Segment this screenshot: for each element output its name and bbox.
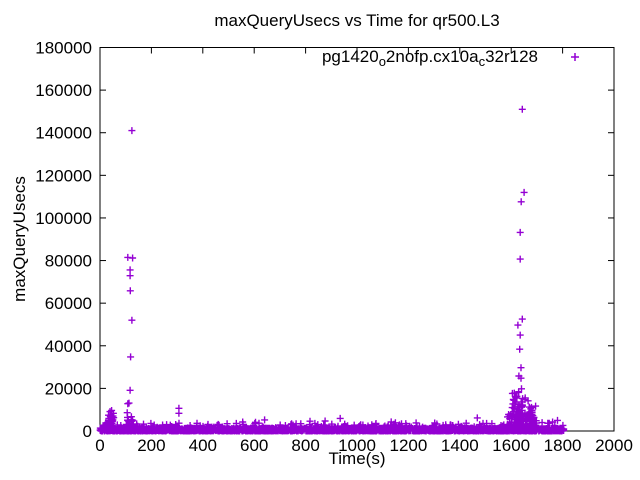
- x-tick-label: 1800: [544, 436, 582, 455]
- y-tick-label: 140000: [35, 124, 92, 143]
- y-tick-label: 40000: [45, 337, 92, 356]
- plot-border: [99, 47, 615, 432]
- x-tick-label: 1400: [441, 436, 479, 455]
- x-axis-label: Time(s): [329, 449, 386, 468]
- y-tick-label: 120000: [35, 166, 92, 185]
- scatter-points: [96, 105, 568, 435]
- y-tick-label: 100000: [35, 209, 92, 228]
- legend-label: pg1420o2nofp.cx10ac32r128: [322, 47, 538, 69]
- y-tick-label: 180000: [35, 39, 92, 58]
- y-tick-labels: 0 20000 40000 60000 80000 100000 120000 140000 1…: [35, 39, 92, 442]
- x-tick-label: 200: [137, 436, 165, 455]
- x-tick-label: 1600: [492, 436, 530, 455]
- x-tick-label: 2000: [595, 436, 633, 455]
- x-tick-label: 0: [95, 436, 104, 455]
- legend-marker-icon: [571, 53, 579, 61]
- x-tick-label: 600: [240, 436, 268, 455]
- x-tick-labels: 0 200 400 600 800 1000 1200 1400 1600 1800 2000: [95, 436, 633, 455]
- axis-ticks: [99, 47, 615, 432]
- x-tick-label: 1000: [338, 436, 376, 455]
- y-tick-label: 0: [83, 422, 92, 441]
- legend: pg1420o2nofp.cx10ac32r128: [322, 47, 579, 69]
- y-tick-label: 160000: [35, 81, 92, 100]
- y-tick-label: 60000: [45, 294, 92, 313]
- x-tick-label: 400: [189, 436, 217, 455]
- y-axis-label: maxQueryUsecs: [10, 176, 29, 302]
- y-tick-label: 20000: [45, 379, 92, 398]
- y-tick-label: 80000: [45, 252, 92, 271]
- x-tick-label: 800: [291, 436, 319, 455]
- chart-title: maxQueryUsecs vs Time for qr500.L3: [214, 11, 499, 30]
- x-tick-label: 1200: [389, 436, 427, 455]
